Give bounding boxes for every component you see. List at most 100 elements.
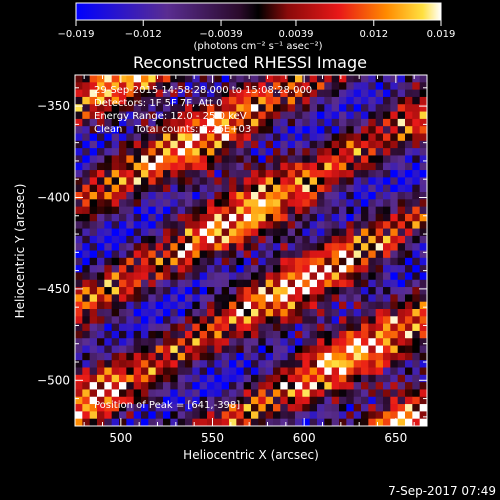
- heatmap-cell: [339, 235, 347, 244]
- heatmap-cell: [273, 250, 281, 259]
- heatmap-cell: [148, 411, 157, 420]
- heatmap-cell: [126, 155, 135, 164]
- heatmap-cell: [141, 104, 149, 112]
- heatmap-cell: [346, 404, 355, 412]
- heatmap-cell: [287, 338, 296, 346]
- heatmap-cell: [236, 257, 245, 266]
- heatmap-cell: [155, 235, 164, 244]
- heatmap-cell: [207, 338, 215, 346]
- heatmap-cell: [302, 148, 311, 156]
- heatmap-cell: [405, 360, 413, 368]
- heatmap-cell: [170, 206, 179, 215]
- heatmap-cell: [207, 374, 215, 383]
- heatmap-cell: [111, 411, 120, 420]
- heatmap-cell: [295, 323, 303, 332]
- heatmap-cell: [82, 213, 91, 222]
- heatmap-cell: [309, 367, 318, 376]
- heatmap-cell: [163, 374, 171, 383]
- heatmap-cell: [302, 360, 311, 368]
- heatmap-cell: [280, 162, 289, 171]
- heatmap-cell: [309, 126, 318, 134]
- heatmap-cell: [412, 206, 421, 215]
- heatmap-cell: [221, 228, 230, 237]
- heatmap-cell: [155, 418, 164, 427]
- heatmap-cell: [199, 96, 208, 105]
- annotation-peak-position: Position of Peak = [641,-398]: [94, 400, 240, 411]
- heatmap-cell: [177, 148, 186, 156]
- heatmap-cell: [309, 235, 318, 244]
- heatmap-cell: [280, 104, 289, 112]
- heatmap-cell: [280, 250, 289, 259]
- heatmap-cell: [302, 396, 311, 405]
- heatmap-cell: [119, 228, 127, 237]
- heatmap-cell: [199, 184, 208, 193]
- heatmap-cell: [412, 162, 421, 171]
- heatmap-cell: [236, 272, 245, 281]
- heatmap-cell: [390, 104, 399, 112]
- heatmap-cell: [295, 213, 303, 222]
- heatmap-cell: [192, 192, 201, 200]
- heatmap-cell: [148, 148, 157, 156]
- heatmap-cell: [75, 213, 83, 222]
- heatmap-cell: [302, 243, 311, 251]
- heatmap-cell: [177, 140, 186, 149]
- heatmap-cell: [170, 228, 179, 237]
- heatmap-cell: [368, 272, 377, 281]
- heatmap-cell: [148, 382, 157, 390]
- heatmap-cell: [126, 192, 135, 200]
- heatmap-cell: [361, 177, 369, 186]
- heatmap-cell: [243, 279, 252, 288]
- heatmap-cell: [258, 360, 267, 368]
- heatmap-cell: [287, 404, 296, 412]
- heatmap-cell: [419, 294, 428, 303]
- heatmap-cell: [405, 221, 413, 229]
- heatmap-cell: [368, 374, 377, 383]
- heatmap-cell: [89, 206, 98, 215]
- heatmap-cell: [287, 184, 296, 193]
- heatmap-cell: [339, 294, 347, 303]
- heatmap-cell: [148, 279, 157, 288]
- heatmap-cell: [273, 411, 281, 420]
- heatmap-cell: [331, 294, 340, 303]
- heatmap-cell: [375, 411, 384, 420]
- heatmap-cell: [390, 235, 399, 244]
- heatmap-cell: [243, 272, 252, 281]
- heatmap-cell: [361, 111, 369, 120]
- heatmap-cell: [192, 301, 201, 310]
- heatmap-cell: [368, 243, 377, 251]
- heatmap-cell: [243, 140, 252, 149]
- heatmap-cell: [375, 228, 384, 237]
- heatmap-cell: [155, 360, 164, 368]
- heatmap-cell: [75, 162, 83, 171]
- heatmap-cell: [258, 162, 267, 171]
- heatmap-cell: [412, 309, 421, 317]
- heatmap-cell: [243, 330, 252, 339]
- heatmap-cell: [214, 257, 223, 266]
- heatmap-cell: [295, 272, 303, 281]
- heatmap-cell: [199, 104, 208, 112]
- heatmap-cell: [324, 382, 333, 390]
- heatmap-cell: [111, 316, 120, 325]
- heatmap-cell: [192, 272, 201, 281]
- heatmap-cell: [317, 250, 325, 259]
- heatmap-cell: [390, 367, 399, 376]
- heatmap-cell: [141, 170, 149, 178]
- heatmap-cell: [126, 82, 135, 91]
- heatmap-cell: [317, 140, 325, 149]
- heatmap-cell: [163, 192, 171, 200]
- heatmap-cell: [346, 301, 355, 310]
- heatmap-cell: [383, 111, 391, 120]
- heatmap-cell: [214, 374, 223, 383]
- heatmap-cell: [75, 389, 83, 398]
- heatmap-cell: [287, 177, 296, 186]
- heatmap-cell: [331, 323, 340, 332]
- heatmap-cell: [75, 374, 83, 383]
- heatmap-cell: [361, 192, 369, 200]
- heatmap-cell: [324, 199, 333, 208]
- heatmap-cell: [89, 221, 98, 229]
- heatmap-cell: [104, 382, 113, 390]
- heatmap-cell: [383, 96, 391, 105]
- heatmap-cell: [346, 411, 355, 420]
- heatmap-cell: [82, 133, 91, 142]
- heatmap-cell: [119, 213, 127, 222]
